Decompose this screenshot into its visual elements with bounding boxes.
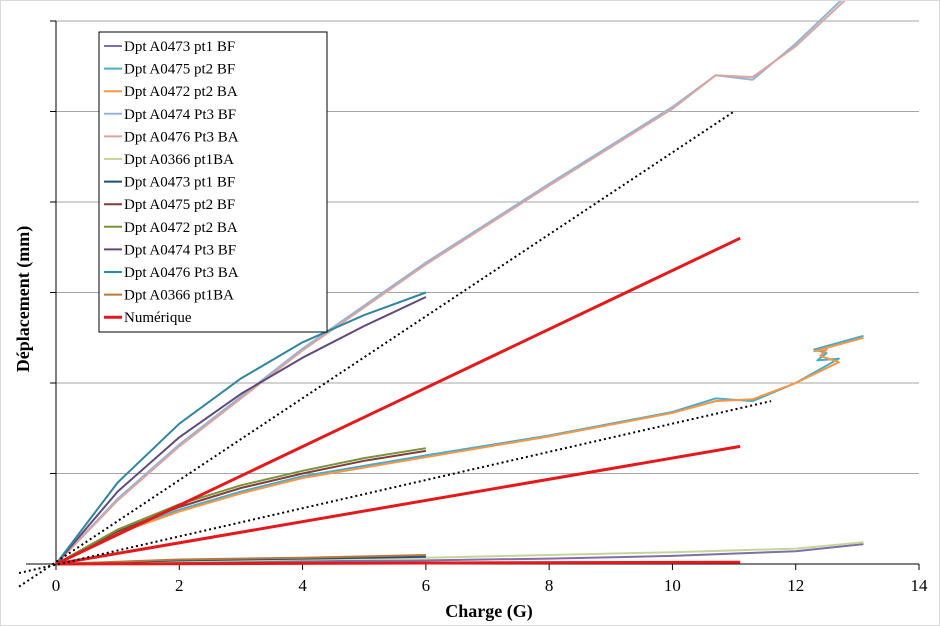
legend: Dpt A0473 pt1 BF Dpt A0475 pt2 BF Dpt A047…	[98, 31, 328, 333]
legend-label: Dpt A0474 Pt3 BF	[124, 242, 236, 258]
series-line-14	[55, 444, 741, 566]
trendline-2	[18, 400, 772, 575]
x-tick-label: 2	[175, 576, 184, 595]
series-line-1	[55, 543, 864, 565]
legend-label: Dpt A0473 pt1 BF	[124, 175, 235, 191]
x-axis-title: Charge (G)	[445, 601, 532, 622]
x-tick-label: 6	[422, 576, 431, 595]
tick-label-layer: 0 2 4 6 8 10 12 14	[52, 576, 928, 595]
legend-label: Dpt A0476 Pt3 BA	[124, 265, 239, 281]
legend-label: Dpt A0472 pt2 BA	[124, 84, 238, 100]
series-line-5	[55, 1, 846, 565]
series-line-11	[55, 291, 427, 565]
x-tick-label: 12	[787, 576, 804, 595]
trendline-layer	[18, 110, 772, 588]
legend-label: Dpt A0475 pt2 BF	[124, 62, 235, 78]
legend-label: Dpt A0474 Pt3 BF	[124, 107, 236, 123]
series-line-10	[55, 296, 427, 565]
y-axis-title: Déplacement (mm)	[13, 226, 34, 372]
series-line-13	[55, 236, 741, 566]
x-tick-label: 8	[545, 576, 554, 595]
legend-label: Dpt A0366 pt1BA	[124, 152, 234, 168]
x-tick-label: 0	[52, 576, 61, 595]
series-line-15	[55, 560, 741, 566]
x-tick-label: 4	[298, 576, 307, 595]
legend-label: Dpt A0366 pt1BA	[124, 288, 234, 304]
legend-box	[98, 31, 328, 333]
legend-label: Dpt A0476 Pt3 BA	[124, 129, 239, 145]
x-tick-label: 10	[664, 576, 681, 595]
series-layer	[55, 1, 864, 566]
legend-label: Numérique	[124, 310, 192, 326]
series-line-9	[55, 447, 427, 565]
series-line-3	[55, 336, 864, 565]
legend-label: Dpt A0475 pt2 BF	[124, 197, 235, 213]
series-line-8	[55, 449, 427, 565]
legend-label: Dpt A0473 pt1 BF	[124, 39, 235, 55]
trendline-1	[18, 110, 735, 588]
x-tick-label: 14	[911, 576, 929, 595]
legend-label: Dpt A0472 pt2 BA	[124, 220, 238, 236]
series-line-12	[55, 554, 426, 565]
